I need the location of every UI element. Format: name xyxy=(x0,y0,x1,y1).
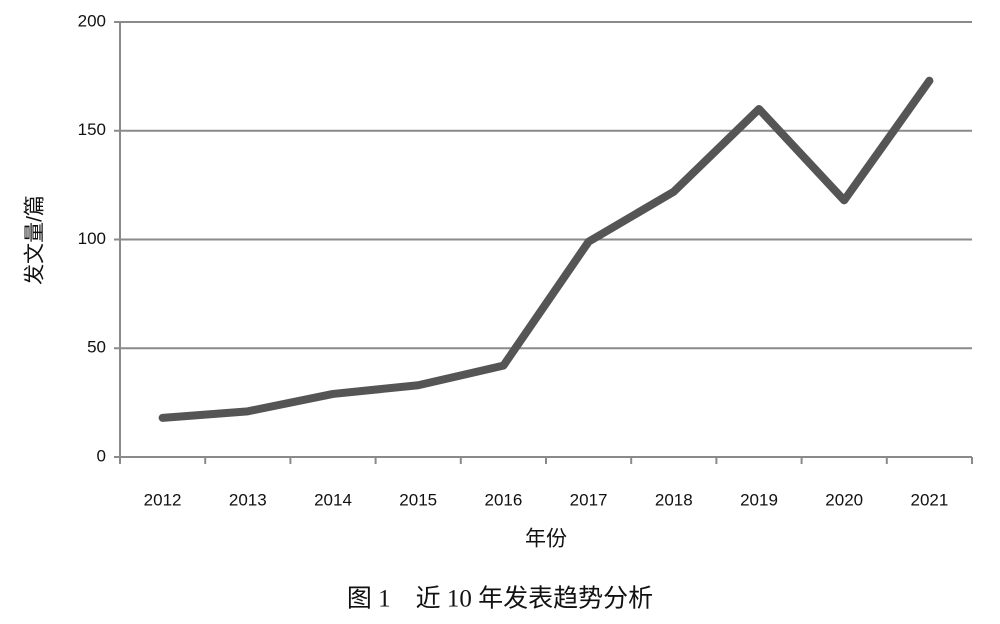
data-line xyxy=(158,76,934,422)
x-axis-title: 年份 xyxy=(525,528,567,551)
x-tick-label: 2020 xyxy=(825,490,863,509)
y-tick-label: 0 xyxy=(97,446,106,465)
x-tick-label: 2014 xyxy=(314,490,352,509)
x-tick-label: 2017 xyxy=(570,490,608,509)
x-tick-label: 2019 xyxy=(740,490,778,509)
y-tick-label: 50 xyxy=(87,338,106,357)
x-tick-label: 2021 xyxy=(910,490,948,509)
y-tick-label: 150 xyxy=(78,120,106,139)
x-tick-label: 2015 xyxy=(399,490,437,509)
y-tick-label: 100 xyxy=(78,229,106,248)
y-tick-label: 200 xyxy=(78,11,106,30)
x-tick-label: 2016 xyxy=(484,490,522,509)
x-tick-label: 2013 xyxy=(229,490,267,509)
x-tick-label: 2012 xyxy=(144,490,182,509)
y-axis-title: 发文量/篇 xyxy=(24,195,47,285)
caption: 图 1 近 10 年发表趋势分析 xyxy=(347,585,653,613)
x-tick-label: 2018 xyxy=(655,490,693,509)
